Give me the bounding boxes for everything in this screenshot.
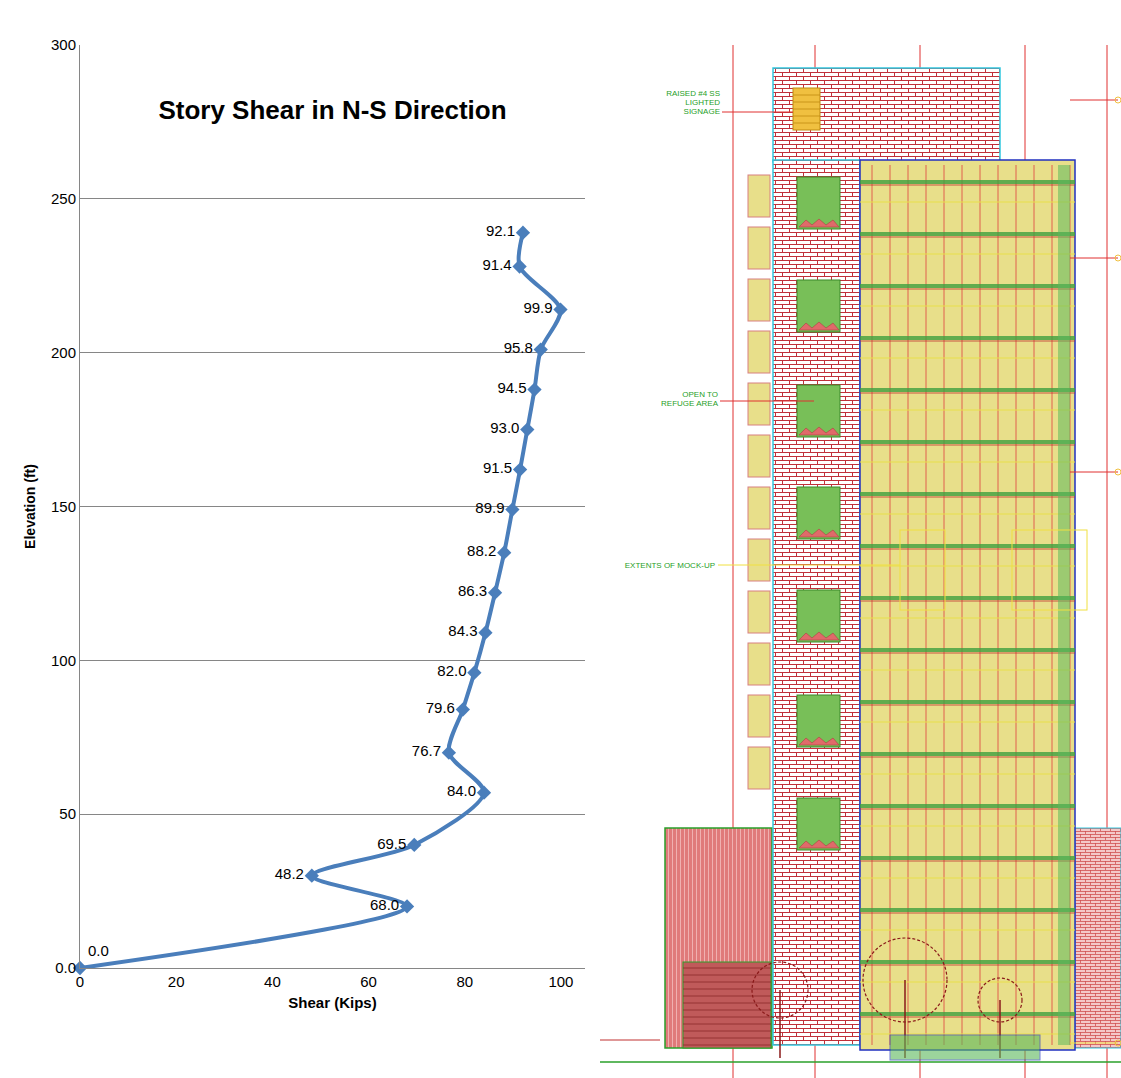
svg-text:93.0: 93.0 <box>490 419 519 436</box>
svg-text:300: 300 <box>51 36 76 53</box>
svg-text:79.6: 79.6 <box>426 699 455 716</box>
svg-text:50: 50 <box>59 805 76 822</box>
svg-text:82.0: 82.0 <box>437 662 466 679</box>
svg-text:84.0: 84.0 <box>447 782 476 799</box>
svg-text:Story Shear in N-S Direction: Story Shear in N-S Direction <box>158 95 506 125</box>
svg-text:20: 20 <box>168 973 185 990</box>
svg-text:Elevation (ft): Elevation (ft) <box>22 464 38 549</box>
svg-text:40: 40 <box>264 973 281 990</box>
svg-text:0.0: 0.0 <box>88 942 109 959</box>
svg-text:SIGNAGE: SIGNAGE <box>684 107 720 116</box>
svg-text:86.3: 86.3 <box>458 582 487 599</box>
svg-text:Shear (Kips): Shear (Kips) <box>288 994 376 1011</box>
svg-text:92.1: 92.1 <box>486 222 515 239</box>
svg-text:REFUGE AREA: REFUGE AREA <box>661 399 719 408</box>
svg-text:RAISED #4 SS: RAISED #4 SS <box>666 89 720 98</box>
svg-text:69.5: 69.5 <box>377 835 406 852</box>
svg-text:100: 100 <box>548 973 573 990</box>
svg-text:0.0: 0.0 <box>55 959 76 976</box>
svg-text:91.4: 91.4 <box>483 256 512 273</box>
svg-text:OPEN TO: OPEN TO <box>682 390 718 399</box>
svg-text:0: 0 <box>76 973 84 990</box>
svg-text:89.9: 89.9 <box>475 499 504 516</box>
svg-text:68.0: 68.0 <box>370 896 399 913</box>
svg-text:150: 150 <box>51 498 76 515</box>
svg-text:EXTENTS OF MOCK-UP: EXTENTS OF MOCK-UP <box>625 561 715 570</box>
svg-text:48.2: 48.2 <box>275 865 304 882</box>
svg-text:60: 60 <box>360 973 377 990</box>
svg-text:88.2: 88.2 <box>467 542 496 559</box>
svg-text:80: 80 <box>456 973 473 990</box>
svg-text:94.5: 94.5 <box>497 379 526 396</box>
svg-text:LIGHTED: LIGHTED <box>685 98 720 107</box>
svg-text:250: 250 <box>51 190 76 207</box>
svg-text:95.8: 95.8 <box>504 339 533 356</box>
svg-text:84.3: 84.3 <box>448 622 477 639</box>
svg-text:91.5: 91.5 <box>483 459 512 476</box>
svg-text:99.9: 99.9 <box>523 299 552 316</box>
svg-text:76.7: 76.7 <box>412 742 441 759</box>
svg-text:100: 100 <box>51 652 76 669</box>
svg-text:200: 200 <box>51 344 76 361</box>
